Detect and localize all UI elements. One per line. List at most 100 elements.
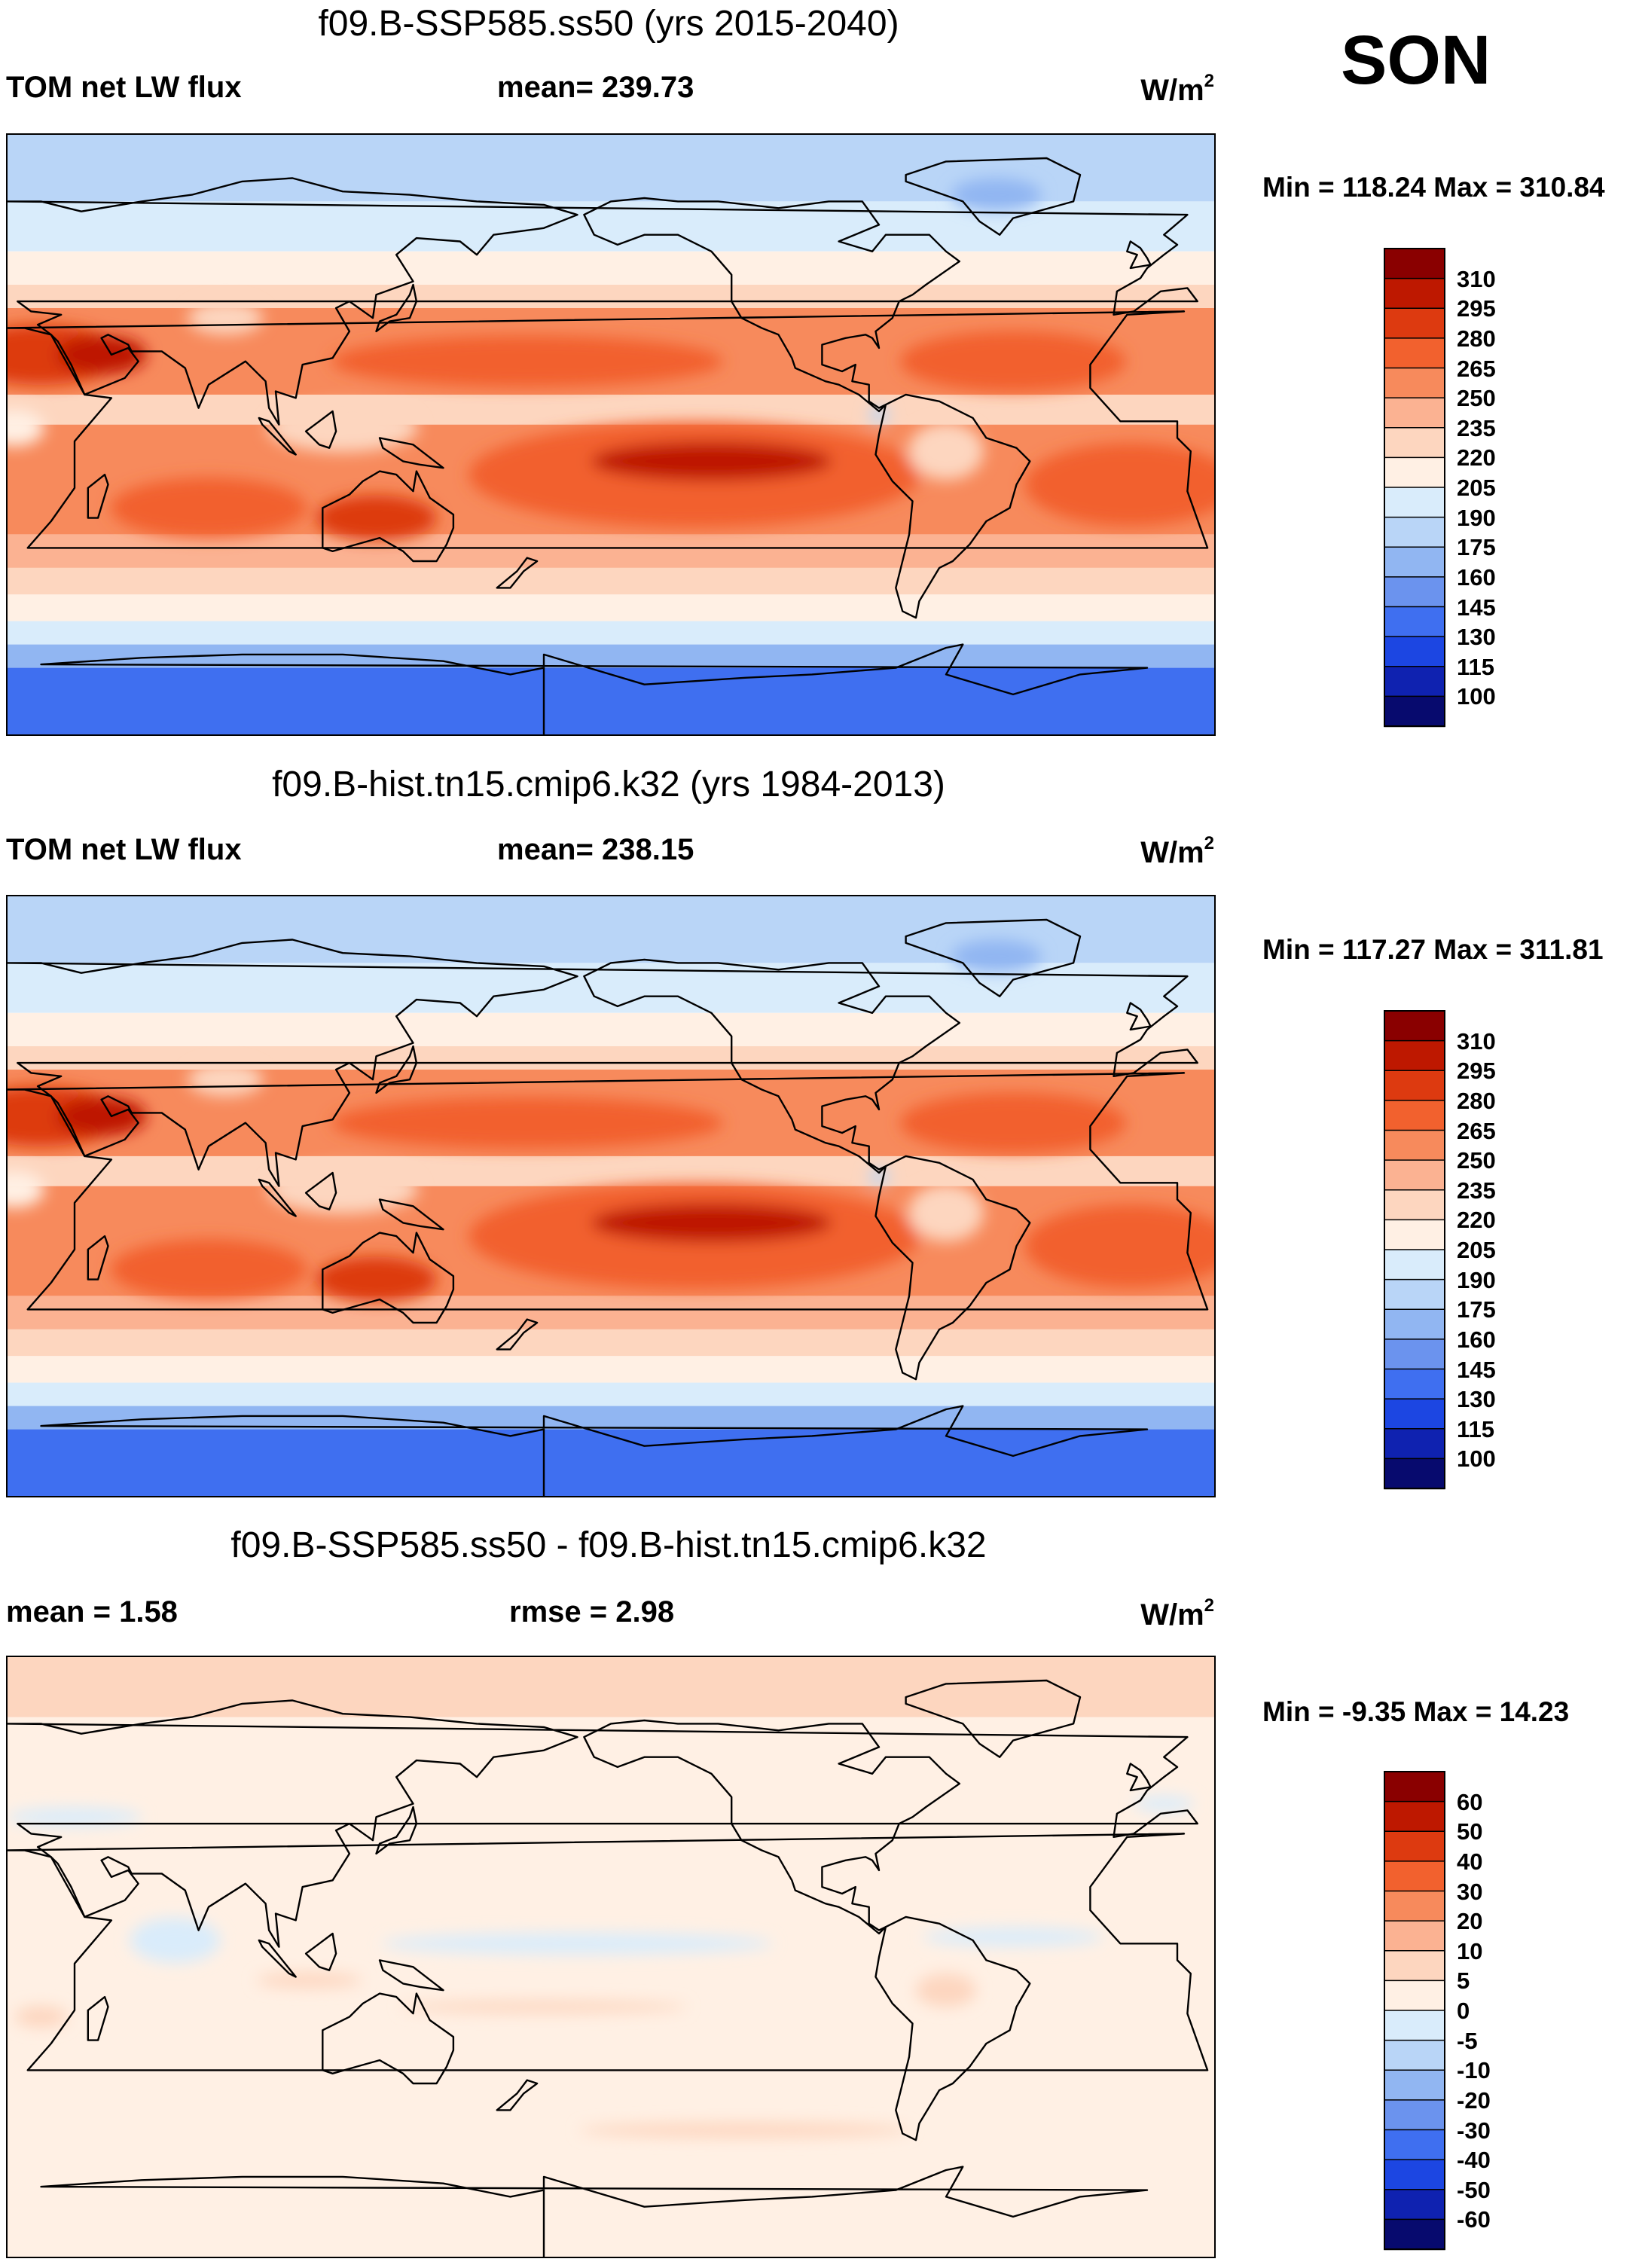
colorbar-tick-label: 280 [1457,325,1496,352]
field-south-atlantic-dry [1024,1204,1214,1288]
field-panama-convection [868,1168,890,1184]
colorbar-box [1384,2218,1445,2251]
coastline-africa [8,1072,1209,1311]
field-diff-negative-atlantic [923,1928,1103,1946]
coastline-nz [496,2079,539,2111]
colorbar-tick-label: 160 [1457,1326,1496,1353]
colorbar-box [1384,606,1445,638]
colorbar-box [1384,2159,1445,2191]
field-amazon [908,423,984,481]
panel-2-map [6,895,1216,1497]
field-maritime-continent [267,404,418,453]
colorbar-tick-label: 310 [1457,265,1496,292]
field-diff-negative-europe [1134,1796,1195,1812]
coastline-newguinea [378,437,444,469]
coastline-japan [375,1806,418,1855]
colorbar-tick-label: -40 [1457,2147,1491,2174]
field-band-south-midlat [8,1296,1214,1329]
field-diff-background [8,1657,1214,2257]
coastline-uk [1126,1763,1152,1792]
coastline-japan [375,1045,418,1094]
colorbar-box [1384,1368,1445,1400]
colorbar-box [1384,1428,1445,1460]
field-indian-ocean-south [111,478,307,539]
colorbar-box [1384,546,1445,578]
field-band-antarctica [8,1429,1214,1496]
colorbar-tick-label: 220 [1457,1207,1496,1234]
colorbar-box [1384,277,1445,310]
colorbar-tick-label: 145 [1457,1356,1496,1383]
field-tibet [188,1063,264,1097]
colorbar-tick-label: -60 [1457,2206,1491,2233]
field-band-antarctic-margin [8,1382,1214,1406]
coastline-borneo [304,1932,337,1971]
field-band-north-storm [8,1046,1214,1070]
colorbar-box [1384,636,1445,668]
colorbar-box [1384,397,1445,429]
field-congo [8,410,44,447]
colorbar-box [1384,1980,1445,2012]
field-diff-positive-indonesia [256,1973,362,1988]
colorbar-box [1384,516,1445,548]
panel-3-map [6,1656,1216,2258]
field-band-high-south [8,594,1214,621]
field-diff-positive-spcz [401,2001,687,2013]
colorbar-tick-label: 190 [1457,504,1496,531]
colorbar-box [1384,1070,1445,1102]
panel-1-map [6,133,1216,736]
field-arabia [56,1096,147,1136]
field-diff-arctic [8,1657,1214,1717]
colorbar-tick-label: -30 [1457,2117,1491,2144]
field-north-pacific-high [331,1097,723,1149]
panel-2-title: f09.B-hist.tn15.cmip6.k32 (yrs 1984-2013… [272,765,945,804]
colorbar-tick-label: 130 [1457,624,1496,651]
colorbar-box [1384,1458,1445,1490]
field-north-atlantic-dry [900,331,1126,392]
colorbar-box [1384,1308,1445,1341]
panel-1-variable-label: TOM net LW flux [6,71,242,104]
coastline-namerica [583,958,960,1174]
field-band-itcz [8,1155,1214,1186]
coastline-nz [496,557,539,589]
panel-1-units-base: W/m [1140,74,1204,107]
colorbar-box [1384,427,1445,459]
field-north-pacific-high [331,335,723,387]
coastline-australia [322,1232,455,1324]
field-south-pacific-max [591,441,832,481]
coastline-borneo [304,410,337,449]
colorbar-tick-label: 295 [1457,295,1496,322]
season-label: SON [1341,22,1491,99]
field-indian-ocean-south [111,1239,307,1300]
coastline-namerica [583,1719,960,1935]
colorbar-box [1384,367,1445,399]
panel-1-minmax: Min = 118.24 Max = 310.84 [1262,172,1605,203]
colorbar-tick-label: 205 [1457,475,1496,501]
field-south-atlantic-dry [1024,443,1214,527]
coastline-australia [322,1992,455,2085]
field-south-pacific-max [591,1203,832,1243]
colorbar-box [1384,337,1445,369]
colorbar-tick-label: 190 [1457,1266,1496,1293]
field-band-midlat-north [8,1012,1214,1046]
colorbar-box [1384,2189,1445,2221]
field-band-midlat-north [8,251,1214,285]
panel-2-units-base: W/m [1140,836,1204,869]
field-australia [316,495,437,541]
panel-2-units-sup: 2 [1204,833,1214,853]
coastline-samerica [874,393,1031,619]
coastline-africa [8,1833,1209,2071]
panel-1-units: W/m2 [1140,71,1214,108]
colorbar-box [1384,1039,1445,1072]
coastline-uk [1126,240,1152,270]
field-band-high-south [8,1356,1214,1383]
field-amazon [908,1184,984,1242]
panel-3-units-base: W/m [1140,1598,1204,1632]
colorbar-box [1384,1890,1445,1922]
colorbar-tick-label: -10 [1457,2057,1491,2084]
coastline-sumatra [258,417,297,456]
panel-3-colorbar [1384,1771,1445,2251]
coastline-eurasia [8,1699,1198,1948]
panel-3-units-sup: 2 [1204,1595,1214,1616]
colorbar-tick-label: 160 [1457,563,1496,591]
panel-2-minmax: Min = 117.27 Max = 311.81 [1262,934,1604,965]
